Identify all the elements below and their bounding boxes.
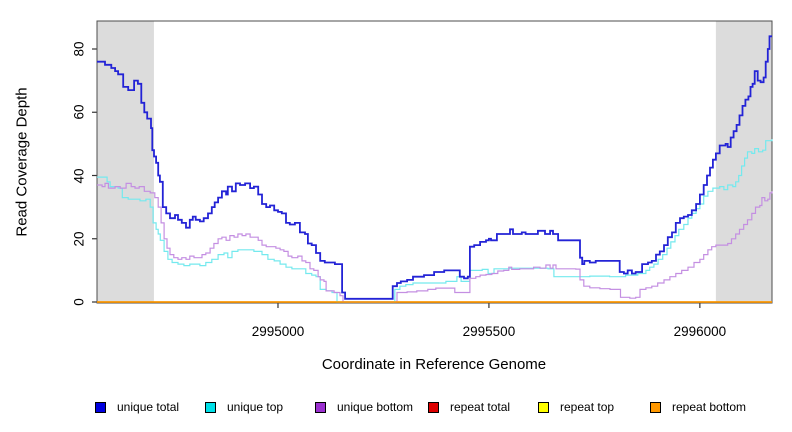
x-tick-label: 2996000 xyxy=(673,324,727,339)
y-tick-label: 60 xyxy=(71,104,87,120)
y-axis-title: Read Coverage Depth xyxy=(13,87,31,237)
x-tick-label: 2995500 xyxy=(462,324,516,339)
plot-border xyxy=(96,20,773,304)
y-tick-label: 20 xyxy=(71,231,87,247)
series-unique-total xyxy=(97,35,772,300)
x-axis-title: Coordinate in Reference Genome xyxy=(321,356,547,373)
shaded-repeat-region xyxy=(715,21,772,303)
y-tick-label: 40 xyxy=(71,167,87,184)
y-tick-label: 0 xyxy=(71,298,87,306)
y-tick-label: 80 xyxy=(71,41,87,57)
shaded-repeat-region xyxy=(97,21,154,303)
series-unique-bottom xyxy=(97,182,773,303)
series-unique-top xyxy=(97,139,773,303)
x-tick-label: 2995000 xyxy=(251,324,305,339)
